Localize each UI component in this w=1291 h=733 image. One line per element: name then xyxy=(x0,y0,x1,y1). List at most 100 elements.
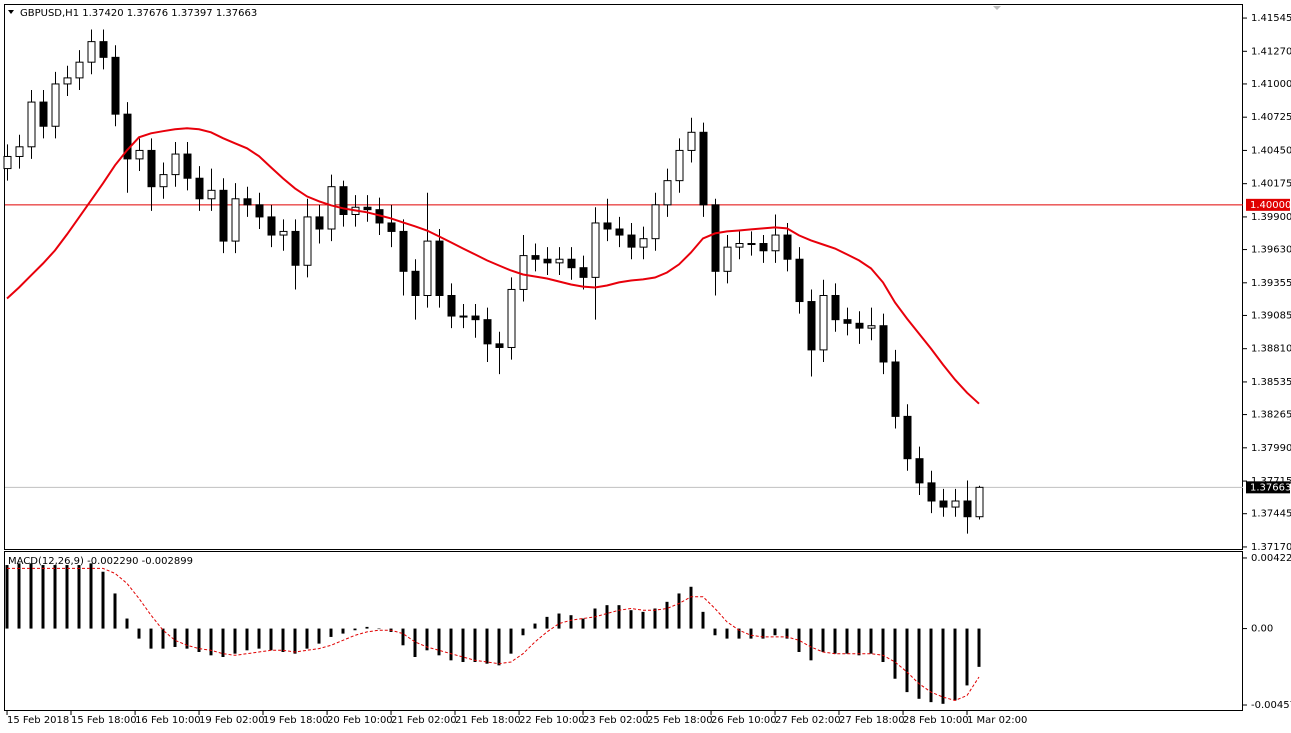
macd-bar xyxy=(809,628,813,661)
y-tick-label: 1.38810 xyxy=(1251,344,1291,355)
candle-body xyxy=(171,153,180,176)
macd-bar xyxy=(761,628,765,639)
macd-bar xyxy=(281,628,285,652)
candle-body xyxy=(159,174,168,188)
candle-body xyxy=(315,216,324,230)
candle-body xyxy=(651,204,660,240)
candle-body xyxy=(459,315,468,318)
x-tick-label: 19 Feb 18:00 xyxy=(263,715,329,726)
candle-body xyxy=(699,131,708,206)
price-level-label: 1.37663 xyxy=(1250,482,1291,493)
y-tick-label: -0.004572 xyxy=(1251,700,1291,711)
candle-body xyxy=(255,204,264,218)
menu-arrow[interactable] xyxy=(8,10,14,14)
macd-bar xyxy=(581,618,585,629)
macd-bar xyxy=(329,628,333,637)
candle-body xyxy=(783,234,792,260)
candle-body xyxy=(135,149,144,160)
macd-bar xyxy=(857,628,861,656)
candle-body xyxy=(891,361,900,417)
macd-bar xyxy=(653,608,657,629)
candle-body xyxy=(675,149,684,182)
macd-bar xyxy=(749,628,753,639)
macd-bar xyxy=(245,628,249,651)
candle-body xyxy=(951,500,960,508)
candle-body xyxy=(471,315,480,321)
x-tick-label: 23 Feb 02:00 xyxy=(583,715,649,726)
macd-bar xyxy=(257,628,261,649)
y-tick-label: 1.39355 xyxy=(1251,278,1291,289)
macd-bar xyxy=(293,628,297,654)
macd-bar xyxy=(977,628,981,667)
macd-bar xyxy=(65,565,69,629)
x-tick-label: 27 Feb 02:00 xyxy=(775,715,841,726)
candle-body xyxy=(411,270,420,296)
y-tick-label: 1.37170 xyxy=(1251,542,1291,553)
candle-body xyxy=(567,258,576,269)
candle-body xyxy=(915,458,924,484)
macd-bar xyxy=(893,628,897,679)
macd-bar xyxy=(413,628,417,657)
y-tick-label: 1.38535 xyxy=(1251,377,1291,388)
macd-bar xyxy=(533,623,537,629)
signal-line xyxy=(7,567,980,702)
macd-bar xyxy=(401,628,405,646)
macd-bar xyxy=(605,605,609,629)
candle-body xyxy=(735,243,744,248)
y-tick-label: 1.39630 xyxy=(1251,245,1291,256)
candle-body xyxy=(39,101,48,127)
y-tick-label: 1.41270 xyxy=(1251,46,1291,57)
candle-body xyxy=(147,149,156,188)
macd-bar xyxy=(641,611,645,629)
macd-bar xyxy=(509,628,513,654)
macd-bar xyxy=(77,565,81,629)
macd-bar xyxy=(89,563,93,629)
macd-panel xyxy=(4,551,1243,711)
y-tick-label: 1.40450 xyxy=(1251,145,1291,156)
macd-bar xyxy=(353,628,357,631)
candle-body xyxy=(795,258,804,303)
macd-bar xyxy=(101,571,105,629)
macd-title: MACD(12,26,9) -0.002290 -0.002899 xyxy=(8,556,193,567)
macd-bar xyxy=(593,608,597,629)
candle-body xyxy=(555,258,564,264)
macd-bar xyxy=(965,628,969,686)
candle-body xyxy=(387,222,396,232)
candle-body xyxy=(975,486,984,518)
candle-body xyxy=(939,500,948,508)
candle-body xyxy=(327,186,336,230)
macd-bar xyxy=(689,586,693,629)
macd-bar xyxy=(137,628,141,639)
macd-bar xyxy=(713,628,717,636)
x-tick-label: 25 Feb 18:00 xyxy=(647,715,713,726)
macd-bar xyxy=(377,628,381,630)
macd-bar xyxy=(569,615,573,629)
candle-body xyxy=(615,228,624,236)
macd-bar xyxy=(617,605,621,629)
candle-body xyxy=(267,216,276,236)
macd-bar xyxy=(5,565,9,629)
y-tick-label: 1.41000 xyxy=(1251,79,1291,90)
macd-bar xyxy=(317,628,321,644)
shift-marker[interactable] xyxy=(993,6,1001,10)
y-tick-label: 1.41545 xyxy=(1251,13,1291,24)
x-tick-label: 16 Feb 10:00 xyxy=(135,715,201,726)
candle-body xyxy=(819,294,828,351)
macd-bar xyxy=(437,628,441,656)
candle-body xyxy=(219,189,228,242)
candle-body xyxy=(399,230,408,272)
candle-body xyxy=(207,189,216,200)
candle-body xyxy=(279,230,288,236)
x-tick-label: 15 Feb 18:00 xyxy=(71,715,137,726)
candle-body xyxy=(195,177,204,200)
macd-bar xyxy=(629,610,633,629)
x-tick-label: 15 Feb 2018 xyxy=(7,715,69,726)
macd-bar xyxy=(845,628,849,654)
candle-body xyxy=(687,131,696,151)
price-level-label: 1.40000 xyxy=(1250,200,1291,211)
macd-bar xyxy=(221,628,225,657)
macd-bar xyxy=(917,628,921,699)
macd-bar xyxy=(269,628,273,651)
macd-bar xyxy=(665,601,669,629)
